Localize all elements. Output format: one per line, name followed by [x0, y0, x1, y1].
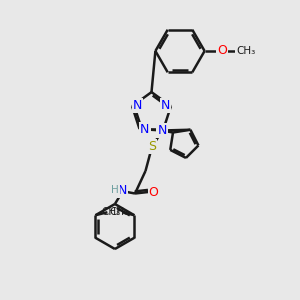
- Text: S: S: [148, 140, 156, 153]
- Text: N: N: [117, 184, 127, 197]
- Text: N: N: [161, 99, 170, 112]
- Text: N: N: [133, 99, 142, 112]
- Text: CH₃: CH₃: [101, 207, 120, 217]
- Text: O: O: [218, 44, 227, 58]
- Text: CH₃: CH₃: [236, 46, 255, 56]
- Text: N: N: [140, 123, 150, 136]
- Text: O: O: [149, 185, 158, 199]
- Text: CH₃: CH₃: [110, 207, 129, 217]
- Text: N: N: [157, 124, 167, 137]
- Text: H: H: [111, 185, 119, 195]
